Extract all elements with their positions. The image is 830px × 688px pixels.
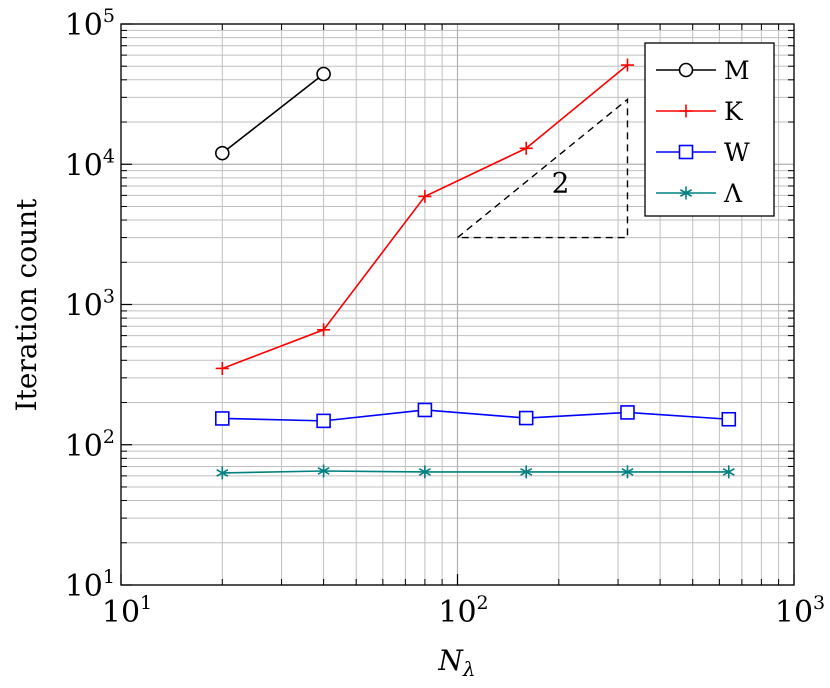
- marker-plus: [317, 323, 331, 337]
- data-point: [316, 66, 331, 82]
- data-point: [216, 466, 229, 480]
- marker-asterisk: [722, 465, 735, 479]
- legend-marker: [679, 186, 693, 200]
- marker-plus: [519, 141, 533, 155]
- data-point: [520, 465, 533, 479]
- marker-circle: [678, 62, 694, 78]
- data-point: [417, 402, 433, 418]
- legend-marker: [679, 104, 693, 118]
- marker-circle: [214, 145, 230, 161]
- marker-asterisk: [520, 465, 533, 479]
- legend-entry: Λ: [656, 179, 743, 208]
- marker-circle: [316, 66, 331, 82]
- series-M: [214, 66, 331, 161]
- series-line: [221, 73, 325, 154]
- data-point: [214, 411, 230, 426]
- y-tick-label: 102: [65, 426, 115, 464]
- legend-entry: K: [656, 97, 744, 126]
- legend-label: K: [724, 97, 744, 126]
- x-tick-label: 102: [438, 592, 488, 630]
- data-point: [215, 361, 229, 375]
- legend-entry: M: [656, 56, 750, 85]
- data-point: [620, 58, 634, 72]
- y-axis-label: Iteration count: [10, 198, 43, 412]
- data-point: [722, 465, 735, 479]
- y-tick-label: 101: [65, 566, 115, 604]
- marker-plus: [620, 58, 634, 72]
- y-tick-label: 105: [65, 5, 115, 43]
- marker-square: [620, 405, 635, 420]
- y-tick-label: 104: [65, 145, 115, 183]
- marker-asterisk: [216, 466, 229, 480]
- marker-asterisk: [317, 464, 330, 478]
- data-point: [519, 141, 533, 155]
- legend-label: M: [724, 56, 750, 85]
- tick-marks: [120, 23, 795, 586]
- legend-entry: W: [656, 138, 750, 167]
- marker-square: [678, 144, 694, 160]
- data-point: [621, 465, 634, 479]
- series-group: [214, 58, 737, 480]
- legend-label: W: [724, 138, 750, 167]
- data-point: [418, 189, 432, 203]
- series-W: [214, 402, 737, 429]
- legend-marker: [678, 62, 694, 78]
- data-point: [418, 465, 431, 479]
- marker-plus: [215, 361, 229, 375]
- marker-square: [214, 411, 230, 426]
- marker-plus: [418, 189, 432, 203]
- data-point: [620, 405, 635, 420]
- marker-asterisk: [621, 465, 634, 479]
- data-point: [317, 323, 331, 337]
- data-point: [317, 464, 330, 478]
- marker-asterisk: [418, 465, 431, 479]
- marker-plus: [679, 104, 693, 118]
- data-point: [214, 145, 230, 161]
- series-K: [215, 58, 634, 375]
- series-Λ: [216, 464, 735, 480]
- data-point: [721, 411, 737, 427]
- data-point: [316, 413, 331, 429]
- marker-square: [518, 410, 534, 426]
- x-tick-label: 103: [775, 592, 825, 630]
- x-tick-label: 101: [102, 592, 152, 630]
- slope-triangle: 2: [455, 97, 629, 239]
- series-line: [222, 470, 729, 474]
- legend-box: [644, 42, 775, 217]
- marker-square: [316, 413, 331, 429]
- slope-triangle-outline: [455, 97, 629, 239]
- y-tick-label: 103: [65, 286, 115, 324]
- marker-square: [417, 402, 433, 418]
- marker-square: [721, 411, 737, 427]
- slope-label: 2: [552, 166, 570, 199]
- x-axis-label: Nλ: [437, 644, 475, 681]
- series-line: [222, 409, 729, 422]
- tick-labels: 101 102 103 101 102 103 104 105: [65, 5, 825, 630]
- legend-marker: [678, 144, 694, 160]
- marker-asterisk: [679, 186, 693, 200]
- legend-label: Λ: [723, 179, 743, 208]
- data-point: [518, 410, 534, 426]
